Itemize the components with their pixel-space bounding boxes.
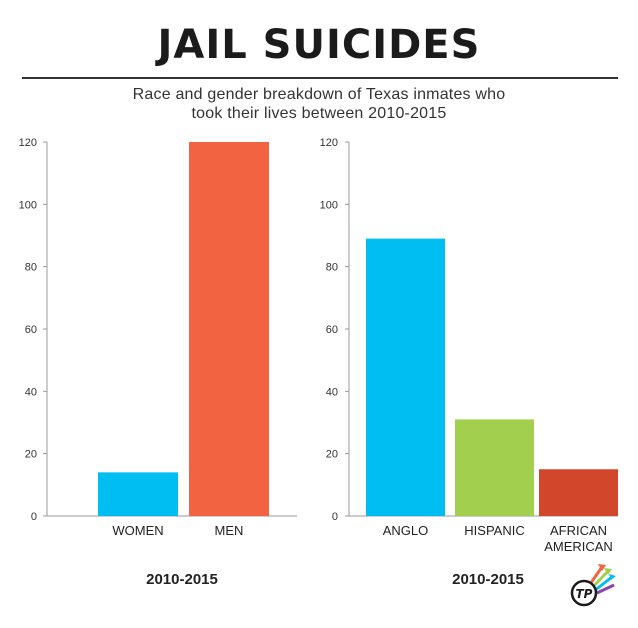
title-divider (22, 77, 618, 79)
y-tick-label: 80 (326, 262, 338, 274)
category-label: MEN (215, 523, 244, 538)
tp-logo-icon: TP (570, 564, 616, 607)
y-tick-label: 100 (19, 199, 37, 211)
bar-women (98, 472, 178, 516)
y-tick-label: 20 (326, 449, 338, 461)
y-tick-label: 40 (326, 386, 338, 398)
y-tick-label: 100 (320, 199, 338, 211)
race-chart: 0 20 40 60 80 100 120 ANGLO HISPANIC AFRICANAMERI… (320, 137, 618, 588)
y-tick-label: 80 (25, 262, 37, 274)
category-label-line: AMERICAN (544, 539, 613, 554)
bar-hispanic (455, 419, 534, 516)
category-label: HISPANIC (464, 523, 524, 538)
period-label: 2010-2015 (452, 571, 524, 588)
category-label-line: AFRICAN (550, 523, 607, 538)
gender-chart: 0 20 40 60 80 100 120 WOMEN MEN 2010-2015 (19, 137, 297, 588)
y-tick-label: 40 (25, 386, 37, 398)
period-label: 2010-2015 (146, 571, 218, 588)
bar-african-american (539, 469, 618, 516)
y-tick-label: 120 (19, 137, 37, 149)
y-tick-label: 20 (25, 449, 37, 461)
y-tick-label: 60 (326, 324, 338, 336)
y-tick-label: 0 (31, 511, 37, 523)
subtitle-line-1: Race and gender breakdown of Texas inmat… (132, 86, 506, 103)
category-label: WOMEN (112, 523, 163, 538)
subtitle-line-2: took their lives between 2010-2015 (191, 105, 447, 122)
tp-logo-text: TP (576, 587, 593, 601)
y-tick-label: 120 (320, 137, 338, 149)
bar-anglo (366, 238, 445, 516)
y-tick-label: 0 (332, 511, 338, 523)
bar-men (189, 142, 269, 516)
page-title: JAIL SUICIDES (157, 22, 481, 68)
category-label: ANGLO (383, 523, 429, 538)
y-tick-label: 60 (25, 324, 37, 336)
